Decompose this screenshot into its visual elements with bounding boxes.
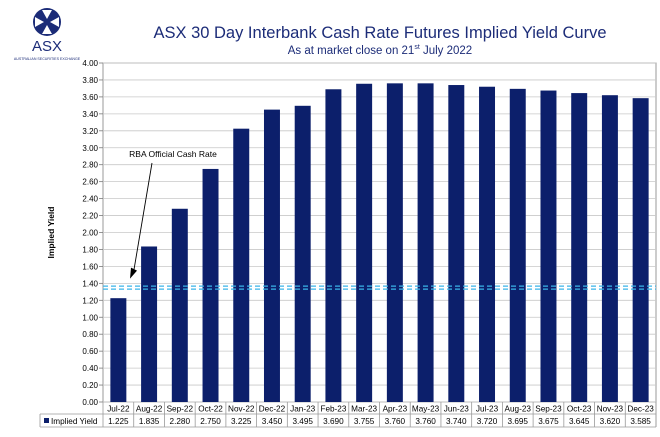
bar [294,105,311,402]
x-tick-label: Jun-23 [444,405,469,414]
subtitle-prefix: As at market close on 21 [287,44,415,57]
data-label: 3.450 [262,417,283,426]
legend-label: Implied Yield [51,417,98,426]
y-tick-label: 0.20 [82,381,98,390]
legend-swatch [44,418,49,423]
data-label: 3.760 [385,417,406,426]
data-label: 3.585 [630,417,651,426]
y-axis-label: Implied Yield [46,207,56,259]
bar [263,109,280,403]
rba-annotation-arrowhead [130,267,137,279]
bar [202,168,219,402]
y-tick-label: 2.40 [82,195,98,204]
x-tick-label: Sep-22 [167,405,194,414]
bar [171,208,188,402]
y-tick-label: 1.40 [82,279,98,288]
data-label: 2.280 [170,417,191,426]
data-label: 3.675 [538,417,559,426]
x-tick-label: Nov-23 [597,405,624,414]
data-label: 3.695 [508,417,529,426]
y-tick-label: 0.60 [82,347,98,356]
data-label: 1.835 [139,417,160,426]
subtitle-suffix: July 2022 [419,44,473,57]
y-tick-label: 1.20 [82,296,98,305]
bar [632,98,649,402]
y-tick-label: 2.60 [82,178,98,187]
chart-title: ASX 30 Day Interbank Cash Rate Futures I… [153,24,607,42]
y-tick-label: 3.00 [82,144,98,153]
x-tick-label: Dec-23 [627,405,654,414]
y-tick-label: 3.60 [82,93,98,102]
y-tick-label: 0.80 [82,330,98,339]
data-label: 2.750 [200,417,221,426]
bar [386,83,403,402]
bar [540,90,557,402]
x-tick-label: Aug-22 [136,405,163,414]
bar [110,298,127,402]
data-label: 3.720 [477,417,498,426]
subtitle-sup: st [414,44,420,51]
y-tick-label: 3.80 [82,76,98,85]
y-tick-label: 4.00 [82,59,98,68]
data-label: 3.225 [231,417,252,426]
bar [417,83,434,402]
y-tick-label: 0.40 [82,364,98,373]
bar [325,89,342,403]
asx-logo: ASX AUSTRALIAN SECURITIES EXCHANGE [14,8,81,61]
data-label: 3.495 [292,417,313,426]
x-tick-label: Aug-23 [505,405,532,414]
data-label: 3.760 [415,417,436,426]
x-tick-label: Mar-23 [351,405,377,414]
x-tick-label: Dec-22 [259,405,286,414]
data-label: 1.225 [108,417,129,426]
x-tick-label: Apr-23 [383,405,408,414]
x-tick-label: Jul-23 [476,405,499,414]
chart-subtitle: As at market close on 21st July 2022 [100,44,660,57]
rba-annotation-arrow [133,162,153,270]
x-tick-label: Sep-23 [535,405,562,414]
bar [571,93,588,403]
bar [233,128,250,402]
y-tick-label: 1.60 [82,262,98,271]
rba-annotation-label: RBA Official Cash Rate [129,149,217,159]
bar [448,85,465,402]
y-tick-label: 3.20 [82,127,98,136]
y-tick-label: 2.80 [82,161,98,170]
x-tick-label: May-23 [412,405,440,414]
x-tick-label: Oct-22 [198,405,223,414]
bar [509,88,526,402]
bar [356,83,373,403]
bar [601,95,618,402]
data-label: 3.620 [600,417,621,426]
asx-logo-mark [33,8,61,36]
bar [479,86,496,402]
y-tick-label: 1.80 [82,245,98,254]
asx-logo-subtext: AUSTRALIAN SECURITIES EXCHANGE [14,57,81,61]
bar [141,246,158,402]
y-tick-label: 2.00 [82,229,98,238]
x-tick-label: Nov-22 [228,405,255,414]
y-tick-label: 2.20 [82,212,98,221]
data-label: 3.690 [323,417,344,426]
data-label: 3.755 [354,417,375,426]
y-tick-label: 3.40 [82,110,98,119]
y-tick-label: 0.00 [82,398,98,407]
x-tick-label: Feb-23 [320,405,346,414]
data-label: 3.645 [569,417,590,426]
x-tick-label: Jan-23 [290,405,315,414]
x-tick-label: Oct-23 [567,405,592,414]
x-tick-label: Jul-22 [107,405,130,414]
asx-logo-text: ASX [32,38,62,55]
data-label: 3.740 [446,417,467,426]
y-tick-label: 1.00 [82,313,98,322]
